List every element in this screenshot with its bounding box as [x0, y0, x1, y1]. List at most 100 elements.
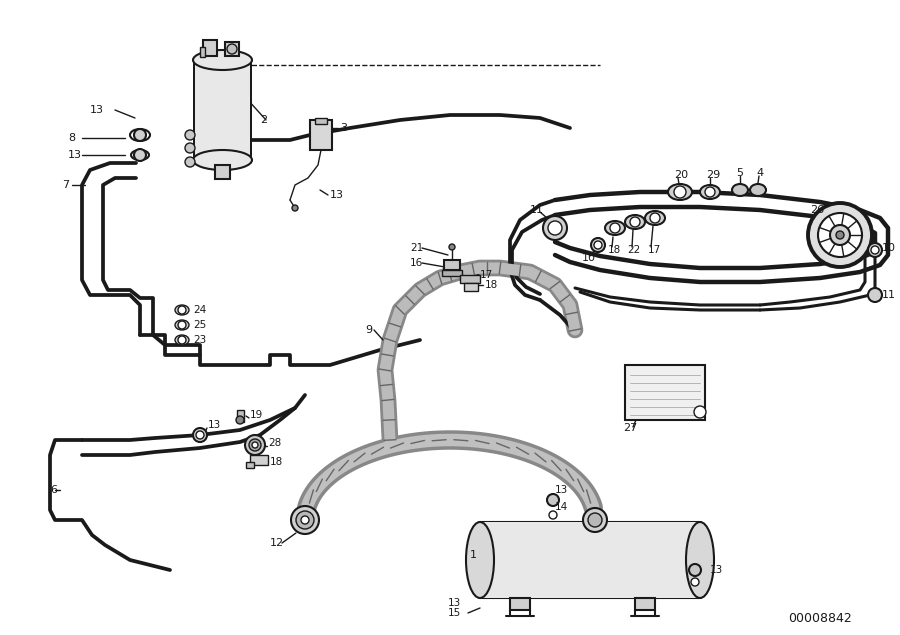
Ellipse shape [480, 522, 700, 598]
Text: 11: 11 [530, 205, 544, 215]
Text: 11: 11 [882, 290, 896, 300]
Text: 2: 2 [260, 115, 267, 125]
Text: 13: 13 [90, 105, 104, 115]
Circle shape [868, 288, 882, 302]
Circle shape [178, 336, 186, 344]
Text: 20: 20 [674, 170, 688, 180]
Text: 13: 13 [448, 598, 461, 608]
Circle shape [543, 216, 567, 240]
Text: 12: 12 [270, 538, 284, 548]
Ellipse shape [625, 215, 645, 229]
Bar [250, 455, 268, 465]
Circle shape [689, 564, 701, 576]
Text: 29: 29 [706, 170, 720, 180]
Bar [203, 40, 217, 56]
Circle shape [549, 511, 557, 519]
Text: 21: 21 [410, 243, 423, 253]
Ellipse shape [750, 184, 766, 196]
Circle shape [449, 244, 455, 250]
Bar [225, 42, 239, 56]
Ellipse shape [700, 185, 720, 199]
Circle shape [296, 511, 314, 529]
Text: 17: 17 [480, 270, 493, 280]
Ellipse shape [605, 221, 625, 235]
Bar [510, 598, 530, 610]
Text: 14: 14 [555, 502, 568, 512]
Circle shape [650, 213, 660, 223]
Text: 18: 18 [608, 245, 621, 255]
Bar [246, 462, 254, 468]
Bar [200, 47, 205, 57]
Circle shape [252, 442, 258, 448]
Ellipse shape [686, 522, 714, 598]
Text: 6: 6 [50, 485, 57, 495]
Circle shape [830, 225, 850, 245]
Circle shape [547, 494, 559, 506]
Ellipse shape [131, 150, 149, 160]
Bar [460, 275, 480, 283]
Text: 00008842: 00008842 [788, 612, 851, 624]
Circle shape [630, 217, 640, 227]
Circle shape [583, 508, 607, 532]
Text: 13: 13 [710, 565, 724, 575]
Text: 28: 28 [268, 438, 281, 448]
Bar [635, 598, 655, 610]
Text: 22: 22 [627, 245, 640, 255]
Text: 3: 3 [340, 123, 347, 133]
Circle shape [871, 246, 879, 254]
Circle shape [178, 321, 186, 329]
Bar [444, 260, 460, 270]
Bar [625, 365, 705, 420]
Circle shape [818, 213, 862, 257]
Circle shape [868, 243, 882, 257]
Text: 15: 15 [448, 608, 461, 618]
Ellipse shape [193, 150, 252, 170]
Circle shape [694, 406, 706, 418]
Circle shape [705, 187, 715, 197]
Text: 18: 18 [485, 280, 499, 290]
Text: 13: 13 [208, 420, 221, 430]
Circle shape [178, 306, 186, 314]
Text: 18: 18 [270, 457, 284, 467]
Bar [195, 60, 250, 160]
Text: 17: 17 [648, 245, 662, 255]
Circle shape [134, 129, 146, 141]
Text: 13: 13 [330, 190, 344, 200]
Circle shape [185, 130, 195, 140]
Text: 9: 9 [365, 325, 372, 335]
Text: 10: 10 [582, 253, 596, 263]
Text: 10: 10 [882, 243, 896, 253]
Circle shape [548, 221, 562, 235]
Circle shape [249, 439, 261, 451]
Circle shape [691, 578, 699, 586]
Ellipse shape [175, 335, 189, 345]
Bar [442, 270, 462, 276]
Circle shape [196, 431, 204, 439]
Bar [315, 118, 327, 124]
Text: 24: 24 [193, 305, 206, 315]
Ellipse shape [175, 320, 189, 330]
Text: 13: 13 [68, 150, 82, 160]
Text: 27: 27 [623, 423, 637, 433]
Ellipse shape [130, 129, 150, 141]
Text: 5: 5 [736, 168, 743, 178]
Circle shape [236, 416, 244, 424]
Bar [310, 120, 332, 150]
Text: 25: 25 [193, 320, 206, 330]
Circle shape [808, 203, 872, 267]
Circle shape [591, 238, 605, 252]
Ellipse shape [732, 184, 748, 196]
Circle shape [301, 516, 309, 524]
Circle shape [610, 223, 620, 233]
Bar [464, 283, 478, 291]
Ellipse shape [193, 50, 252, 70]
Circle shape [291, 506, 319, 534]
Text: 13: 13 [555, 485, 568, 495]
Circle shape [594, 241, 602, 249]
Ellipse shape [466, 522, 494, 598]
Text: 4: 4 [756, 168, 763, 178]
Circle shape [245, 435, 265, 455]
Circle shape [193, 428, 207, 442]
Circle shape [292, 205, 298, 211]
Bar [480, 522, 700, 598]
